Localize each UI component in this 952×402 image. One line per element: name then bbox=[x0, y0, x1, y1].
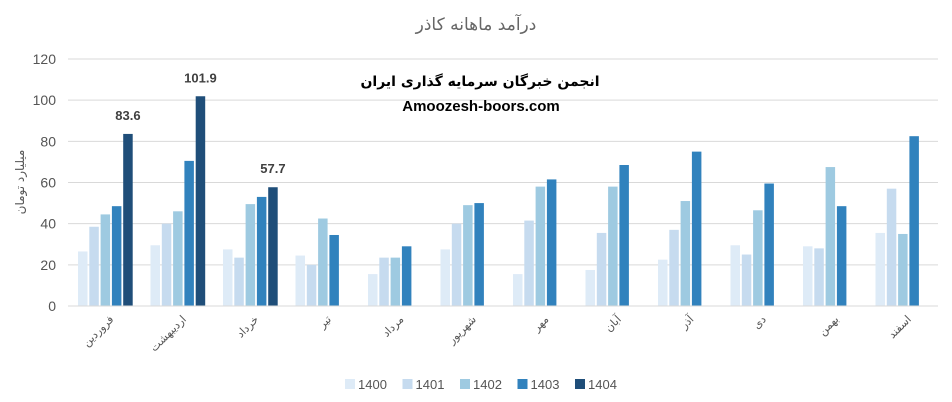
x-tick-label: تیر bbox=[315, 313, 334, 332]
x-tick-label: اردیبهشت bbox=[148, 313, 189, 354]
y-tick-label: 100 bbox=[33, 92, 57, 108]
bar bbox=[150, 245, 160, 306]
bar bbox=[100, 214, 111, 306]
bar bbox=[741, 254, 752, 306]
legend-entry: 1400 bbox=[358, 377, 387, 392]
bar bbox=[463, 205, 473, 306]
bar bbox=[184, 160, 194, 306]
bar bbox=[898, 233, 908, 306]
bar bbox=[753, 210, 763, 306]
bar bbox=[909, 136, 919, 306]
bar bbox=[875, 232, 885, 306]
bar bbox=[295, 255, 305, 306]
bar bbox=[440, 249, 450, 306]
x-tick-label: خرداد bbox=[234, 313, 261, 340]
bar bbox=[730, 245, 740, 306]
bar bbox=[401, 246, 412, 306]
bar bbox=[535, 186, 546, 306]
bar bbox=[764, 183, 774, 306]
x-tick-label: فروردین bbox=[80, 313, 116, 349]
x-tick-label: شهریور bbox=[445, 313, 479, 347]
bar bbox=[234, 257, 244, 306]
x-tick-label: بهمن bbox=[816, 313, 841, 338]
bar bbox=[513, 274, 523, 306]
watermark-line1: انجمن خبرگان سرمایه گذاری ایران bbox=[360, 73, 599, 90]
legend-swatch bbox=[517, 379, 528, 389]
bars bbox=[78, 96, 919, 307]
bar bbox=[669, 229, 679, 306]
x-tick-label: مرداد bbox=[380, 313, 407, 340]
x-tick-label: اسفند bbox=[886, 313, 914, 341]
bar bbox=[329, 234, 339, 306]
y-tick-label: 60 bbox=[40, 175, 56, 191]
bar bbox=[173, 211, 183, 306]
bar bbox=[596, 232, 607, 306]
bar bbox=[89, 226, 99, 306]
legend-swatch bbox=[402, 379, 413, 389]
bar bbox=[368, 274, 378, 306]
legend-swatch bbox=[575, 379, 585, 389]
bar bbox=[223, 249, 233, 306]
gridlines bbox=[68, 58, 938, 266]
legend-entry: 1402 bbox=[473, 377, 502, 392]
data-label: 83.6 bbox=[115, 108, 140, 123]
bar bbox=[111, 206, 122, 306]
y-tick-label: 80 bbox=[40, 133, 56, 149]
legend-entry: 1403 bbox=[531, 377, 560, 392]
bar bbox=[825, 167, 836, 306]
bar bbox=[585, 269, 595, 306]
bar bbox=[836, 206, 847, 306]
bar bbox=[256, 196, 267, 306]
bar bbox=[123, 133, 133, 306]
bar bbox=[161, 223, 172, 306]
legend-swatch bbox=[460, 379, 470, 389]
bar bbox=[814, 248, 824, 306]
bar bbox=[306, 264, 317, 306]
bar bbox=[474, 203, 484, 306]
y-axis-ticks: 0 20 40 60 80 100 120 bbox=[33, 51, 57, 314]
bar bbox=[608, 186, 618, 306]
bar bbox=[268, 187, 278, 306]
x-tick-label: دی bbox=[750, 313, 769, 332]
watermark-line2: Amoozesh-boors.com bbox=[402, 98, 560, 115]
bar bbox=[886, 188, 897, 306]
data-labels: 83.6 101.9 57.7 bbox=[115, 70, 285, 176]
bar bbox=[195, 96, 206, 307]
bar bbox=[619, 165, 629, 306]
y-axis-label: میلیارد تومان bbox=[13, 150, 28, 215]
legend-swatch bbox=[345, 379, 355, 389]
bar bbox=[524, 220, 534, 306]
bar bbox=[691, 151, 702, 306]
bar bbox=[390, 257, 401, 306]
x-tick-label: آذر bbox=[676, 312, 697, 333]
y-tick-label: 120 bbox=[33, 51, 57, 67]
bar bbox=[680, 201, 691, 306]
legend: 1400 1401 1402 1403 1404 bbox=[345, 377, 617, 392]
y-tick-label: 0 bbox=[48, 298, 56, 314]
y-tick-label: 20 bbox=[40, 257, 56, 273]
bar bbox=[658, 259, 668, 306]
bar bbox=[451, 223, 462, 306]
chart-title: درآمد ماهانه کاذر bbox=[415, 13, 537, 35]
x-tick-label: آبان bbox=[602, 312, 625, 335]
y-tick-label: 40 bbox=[40, 216, 56, 232]
bar bbox=[803, 246, 813, 306]
legend-entry: 1404 bbox=[588, 377, 617, 392]
bar bbox=[546, 179, 557, 306]
x-tick-label: مهر bbox=[529, 313, 551, 335]
data-label: 101.9 bbox=[184, 70, 217, 85]
bar bbox=[245, 204, 256, 306]
legend-entry: 1401 bbox=[416, 377, 445, 392]
bar bbox=[318, 218, 328, 306]
data-label: 57.7 bbox=[260, 161, 285, 176]
bar bbox=[78, 251, 88, 306]
category-labels: فروردین اردیبهشت خرداد تیر مرداد شهریور مهر آبا… bbox=[80, 312, 914, 355]
bar bbox=[379, 257, 389, 306]
